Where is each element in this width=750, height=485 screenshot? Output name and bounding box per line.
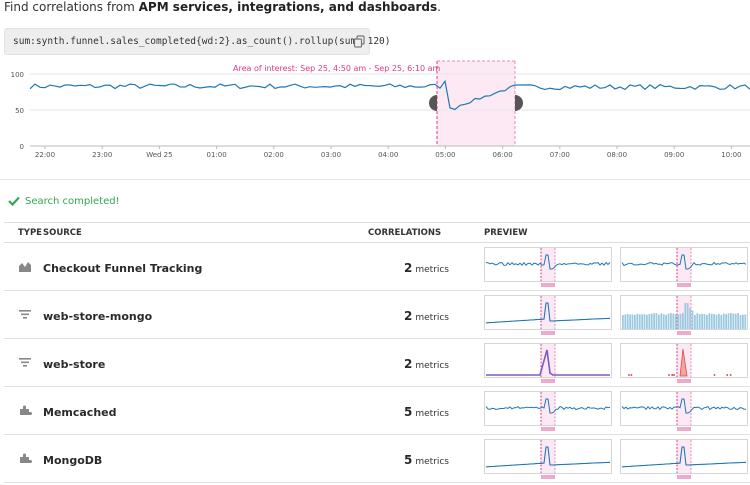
table-row[interactable]: web-store-mongo 2 metrics (4, 290, 750, 339)
results-header-row: TYPE SOURCE CORRELATIONS PREVIEW (4, 222, 750, 243)
type-cell (4, 338, 43, 387)
intro-suffix: . (437, 0, 441, 14)
source-cell: Memcached (43, 386, 368, 435)
x-tick-label: 10:00 (721, 151, 741, 159)
search-status-text: Search completed! (25, 195, 120, 207)
source-name[interactable]: Checkout Funnel Tracking (43, 262, 203, 275)
header-preview: PREVIEW (479, 222, 750, 243)
x-tick-label: 01:00 (207, 151, 227, 159)
preview-graph[interactable] (620, 438, 748, 479)
type-cell (4, 290, 43, 339)
source-name[interactable]: MongoDB (43, 454, 103, 467)
area-of-interest-band (437, 61, 515, 146)
preview-graph[interactable] (484, 294, 612, 335)
x-tick-label: 03:00 (321, 151, 341, 159)
intro-prefix: Find correlations from (4, 0, 139, 14)
x-tick-label: 23:00 (92, 151, 112, 159)
header-type: TYPE (4, 222, 43, 243)
source-name[interactable]: Memcached (43, 406, 117, 419)
range-handle-left[interactable] (429, 95, 437, 111)
main-series-line (29, 79, 750, 111)
y-tick-label: 0 (20, 143, 24, 151)
dashboard-icon (18, 257, 32, 276)
source-cell: MongoDB (43, 434, 368, 483)
source-cell: web-store-mongo (43, 290, 368, 339)
service-icon (18, 305, 32, 324)
type-cell (4, 434, 43, 483)
integration-icon (18, 449, 32, 468)
service-icon (18, 353, 32, 372)
query-box: sum:synth.funnel.sales_completed{wd:2}.a… (4, 28, 391, 55)
x-tick-label: 22:00 (35, 151, 55, 159)
correlations-cell: 2 metrics (368, 290, 479, 339)
search-status: Search completed! (8, 193, 120, 209)
header-correlations: CORRELATIONS (368, 222, 479, 243)
correlation-count: 2 (403, 309, 413, 323)
preview-cell (479, 338, 750, 387)
preview-graph[interactable] (484, 342, 612, 383)
correlation-count: 2 (403, 261, 413, 275)
area-of-interest-label: Area of interest: Sep 25, 4:50 am - Sep … (233, 64, 440, 73)
x-tick-label: 04:00 (378, 151, 398, 159)
x-tick-label: Wed 25 (146, 151, 172, 159)
range-handle-right[interactable] (515, 95, 523, 111)
preview-cell (479, 386, 750, 435)
preview-graph[interactable] (484, 246, 612, 287)
header-source: SOURCE (43, 222, 368, 243)
correlation-unit: metrics (415, 313, 449, 323)
correlation-unit: metrics (415, 265, 449, 275)
source-cell: web-store (43, 338, 368, 387)
correlations-cell: 5 metrics (368, 386, 479, 435)
x-tick-label: 08:00 (607, 151, 627, 159)
type-cell (4, 386, 43, 435)
copy-icon[interactable] (353, 35, 366, 49)
y-tick-label: 50 (15, 107, 24, 115)
chart-divider (0, 179, 750, 180)
x-tick-label: 09:00 (664, 151, 684, 159)
preview-graph[interactable] (484, 438, 612, 479)
results-table: TYPE SOURCE CORRELATIONS PREVIEW Checkou… (4, 222, 750, 483)
table-row[interactable]: Checkout Funnel Tracking 2 metrics (4, 242, 750, 291)
preview-graph[interactable] (620, 246, 748, 287)
y-tick-label: 100 (11, 71, 24, 79)
preview-graph[interactable] (620, 390, 748, 431)
intro-text: Find correlations from APM services, int… (4, 0, 441, 14)
correlations-cell: 2 metrics (368, 242, 479, 291)
table-row[interactable]: MongoDB 5 metrics (4, 434, 750, 483)
table-row[interactable]: web-store 2 metrics (4, 338, 750, 387)
source-cell: Checkout Funnel Tracking (43, 242, 368, 291)
integration-icon (18, 401, 32, 420)
query-text: sum:synth.funnel.sales_completed{wd:2}.a… (13, 36, 391, 47)
x-tick-label: 05:00 (435, 151, 455, 159)
x-tick-label: 06:00 (493, 151, 513, 159)
intro-bold: APM services, integrations, and dashboar… (138, 0, 438, 14)
correlation-unit: metrics (415, 409, 449, 419)
correlations-cell: 2 metrics (368, 338, 479, 387)
table-row[interactable]: Memcached 5 metrics (4, 386, 750, 435)
preview-graph[interactable] (620, 294, 748, 335)
preview-cell (479, 242, 750, 291)
correlation-unit: metrics (415, 361, 449, 371)
preview-graph[interactable] (620, 342, 748, 383)
correlation-count: 5 (403, 405, 413, 419)
correlation-unit: metrics (415, 457, 449, 467)
correlations-cell: 5 metrics (368, 434, 479, 483)
check-icon (8, 196, 20, 206)
correlation-count: 2 (403, 357, 413, 371)
preview-cell (479, 434, 750, 483)
correlation-count: 5 (403, 453, 413, 467)
source-name[interactable]: web-store-mongo (43, 310, 153, 323)
main-chart[interactable]: 0 50 100 Area of interest: Sep 25, 4:50 am … (0, 60, 750, 168)
preview-graph[interactable] (484, 390, 612, 431)
x-tick-label: 02:00 (264, 151, 284, 159)
type-cell (4, 242, 43, 291)
source-name[interactable]: web-store (43, 358, 106, 371)
preview-cell (479, 290, 750, 339)
x-tick-label: 07:00 (550, 151, 570, 159)
